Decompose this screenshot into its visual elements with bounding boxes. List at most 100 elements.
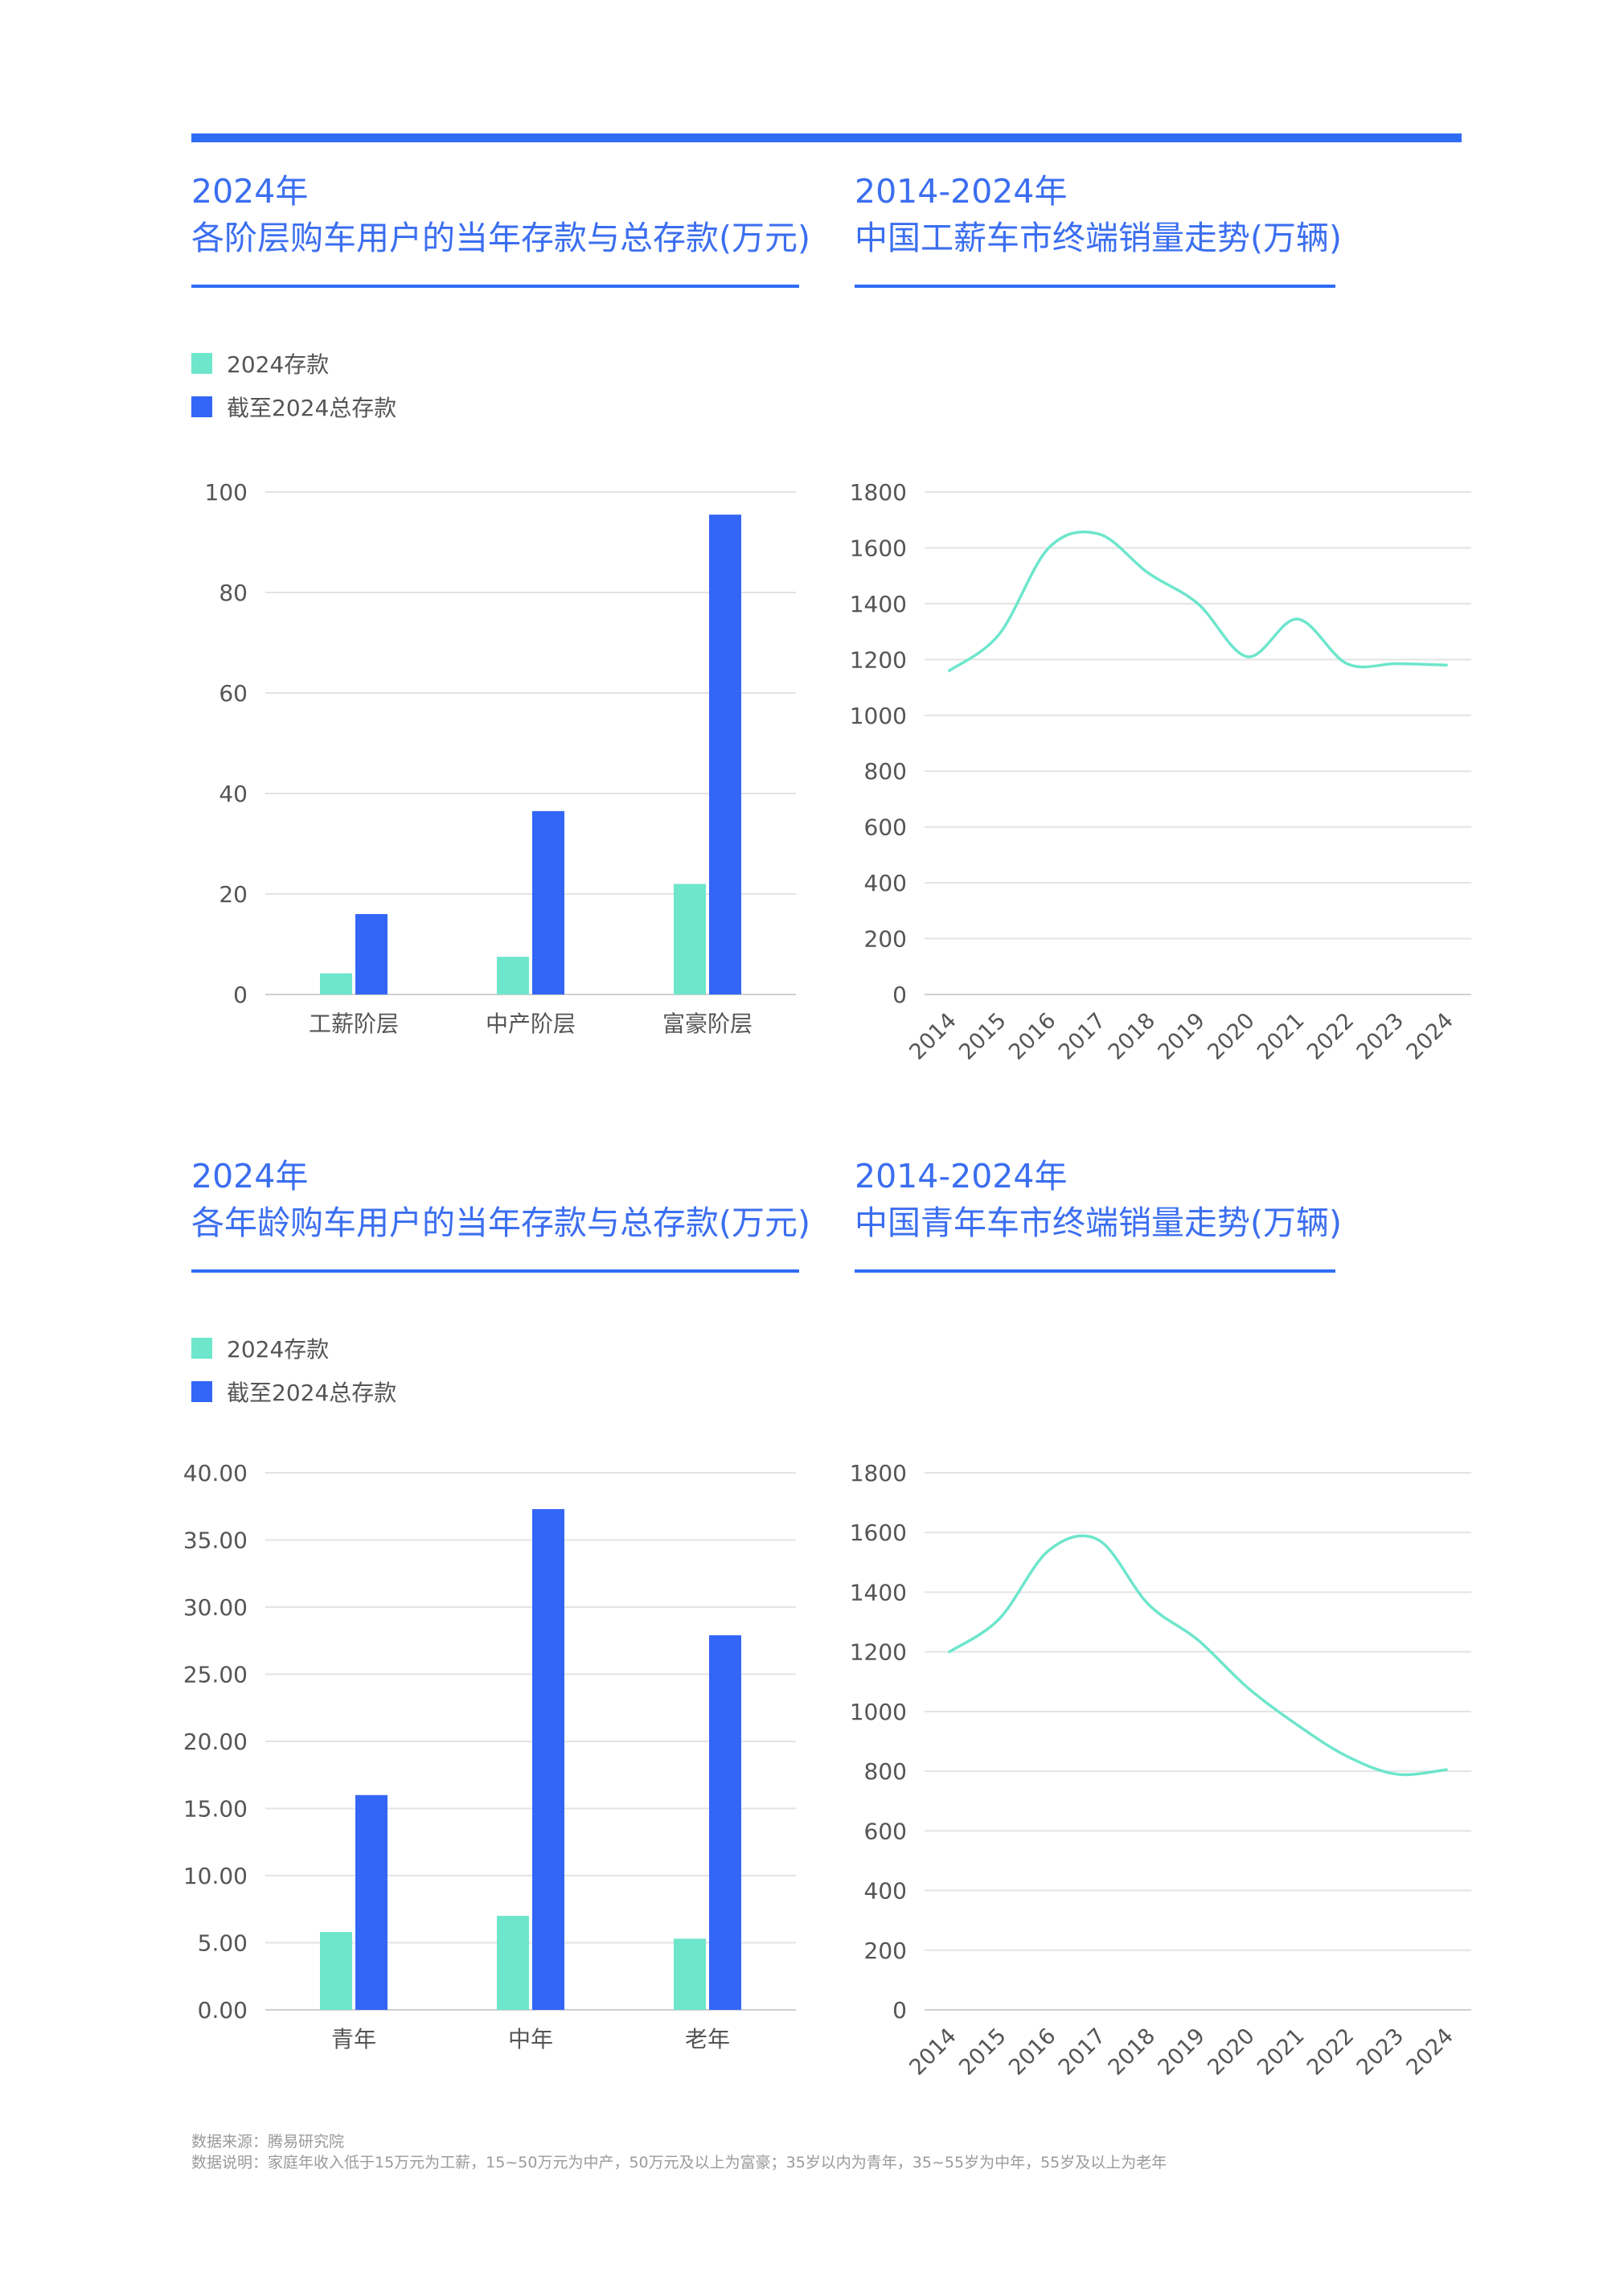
bar-chart-class-savings: 0 20 40 60 80 100 工薪阶层 中产阶层 富豪阶层 xyxy=(205,479,796,1037)
x-tick-label: 富豪阶层 xyxy=(662,1011,753,1037)
y-tick-label: 200 xyxy=(864,1938,907,1964)
y-tick-label: 30.00 xyxy=(183,1594,248,1621)
y-tick-label: 5.00 xyxy=(198,1930,248,1957)
panel-title-salary-sales: 2014-2024年 中国工薪车市终端销量走势(万辆) xyxy=(855,168,1342,261)
bar-2024-savings xyxy=(497,957,529,994)
x-tick-label: 2014 xyxy=(904,2024,962,2081)
y-tick-label: 800 xyxy=(864,1758,907,1785)
legend-label-2024: 2024存款 xyxy=(227,1336,330,1363)
line-chart-salary-sales: 0200400600800100012001400160018002014201… xyxy=(850,479,1471,1065)
legend-item: 截至2024总存款 xyxy=(191,385,396,429)
y-tick-label: 1400 xyxy=(850,591,907,617)
y-tick-label: 40.00 xyxy=(183,1460,248,1487)
panel-title-line1: 2024年 xyxy=(191,1157,309,1195)
panel-title-underline xyxy=(191,1269,799,1273)
bar-total-savings xyxy=(532,810,564,994)
panel-title-underline xyxy=(855,285,1335,288)
x-tick-label: 2019 xyxy=(1153,1008,1210,1065)
y-tick-label: 1000 xyxy=(850,1699,907,1725)
y-tick-label: 1000 xyxy=(850,703,907,729)
x-tick-label: 2020 xyxy=(1203,2024,1260,2081)
y-tick-label: 1200 xyxy=(850,1639,907,1666)
legend-label-2024: 2024存款 xyxy=(227,351,330,378)
x-tick-label: 2015 xyxy=(954,2024,1011,2081)
legend-item: 截至2024总存款 xyxy=(191,1370,396,1413)
y-tick-label: 0.00 xyxy=(198,1997,248,2024)
bar-total-savings xyxy=(709,515,741,994)
x-tick-label: 2019 xyxy=(1153,2024,1210,2081)
legend-swatch-2024 xyxy=(191,353,212,374)
x-tick-label: 工薪阶层 xyxy=(309,1011,399,1037)
x-tick-label: 2018 xyxy=(1104,1008,1161,1065)
y-tick-label: 1800 xyxy=(850,479,907,506)
x-tick-label: 中产阶层 xyxy=(486,1011,576,1037)
legend-label-total: 截至2024总存款 xyxy=(227,395,397,421)
y-tick-label: 60 xyxy=(219,680,248,707)
y-tick-label: 0 xyxy=(892,1997,907,2024)
x-tick-label: 2016 xyxy=(1004,1008,1061,1065)
y-tick-label: 80 xyxy=(219,580,248,606)
y-tick-label: 20.00 xyxy=(183,1728,248,1755)
panel-title-line1: 2014-2024年 xyxy=(855,172,1068,211)
x-tick-label: 2018 xyxy=(1104,2024,1161,2081)
y-tick-label: 400 xyxy=(864,870,907,896)
x-tick-label: 2024 xyxy=(1402,2024,1459,2081)
legend-swatch-total xyxy=(191,1381,212,1402)
y-tick-label: 600 xyxy=(864,814,907,841)
bar-total-savings xyxy=(532,1509,564,2010)
panel-title-line1: 2024年 xyxy=(191,172,309,211)
y-tick-label: 10.00 xyxy=(183,1863,248,1889)
top-accent-bar xyxy=(191,133,1462,142)
panel-title-line2: 各阶层购车用户的当年存款与总存款(万元) xyxy=(191,219,810,257)
y-tick-label: 20 xyxy=(219,881,248,908)
x-tick-label: 2023 xyxy=(1352,1008,1409,1065)
legend-item: 2024存款 xyxy=(191,1327,396,1370)
y-tick-label: 400 xyxy=(864,1878,907,1905)
panel-title-youth-sales: 2014-2024年 中国青年车市终端销量走势(万辆) xyxy=(855,1153,1342,1246)
y-tick-label: 40 xyxy=(219,781,248,807)
y-tick-label: 200 xyxy=(864,926,907,953)
panel-title-line2: 中国工薪车市终端销量走势(万辆) xyxy=(855,219,1342,257)
x-tick-label: 2022 xyxy=(1302,1008,1359,1065)
x-tick-label: 2022 xyxy=(1302,2024,1359,2081)
footnote-description: 数据说明：家庭年收入低于15万元为工薪，15~50万元为中产，50万元及以上为富… xyxy=(191,2154,1167,2171)
x-tick-label: 青年 xyxy=(331,2026,376,2052)
legend-swatch-total xyxy=(191,396,212,417)
footnote-source: 数据来源：腾易研究院 xyxy=(191,2133,345,2151)
panel-title-line2: 中国青年车市终端销量走势(万辆) xyxy=(855,1204,1342,1242)
series-line xyxy=(948,530,1448,672)
bar-2024-savings xyxy=(320,1932,352,2010)
x-tick-label: 2021 xyxy=(1253,2024,1310,2081)
panel-title-age-savings: 2024年 各年龄购车用户的当年存款与总存款(万元) xyxy=(191,1153,810,1246)
y-tick-label: 1400 xyxy=(850,1579,907,1605)
x-tick-label: 2023 xyxy=(1352,2024,1409,2081)
bar-2024-savings xyxy=(497,1916,529,2010)
bar-2024-savings xyxy=(674,1938,706,2010)
y-tick-label: 1200 xyxy=(850,646,907,673)
x-tick-label: 2017 xyxy=(1054,1008,1111,1065)
y-tick-label: 1600 xyxy=(850,1519,907,1546)
x-tick-label: 中年 xyxy=(508,2026,553,2052)
y-tick-label: 0 xyxy=(233,982,248,1008)
y-tick-label: 100 xyxy=(205,479,248,506)
x-tick-label: 2016 xyxy=(1004,2024,1061,2081)
legend-label-total: 截至2024总存款 xyxy=(227,1380,397,1406)
x-tick-label: 老年 xyxy=(685,2026,730,2052)
y-tick-label: 35.00 xyxy=(183,1528,248,1554)
y-tick-label: 1600 xyxy=(850,535,907,561)
bar-2024-savings xyxy=(320,973,352,994)
line-chart-youth-sales: 0200400600800100012001400160018002014201… xyxy=(850,1460,1471,2081)
panel-title-class-savings: 2024年 各阶层购车用户的当年存款与总存款(万元) xyxy=(191,168,810,261)
x-tick-label: 2017 xyxy=(1054,2024,1111,2081)
legend-class-chart: 2024存款 截至2024总存款 xyxy=(191,342,396,429)
legend-swatch-2024 xyxy=(191,1338,212,1359)
y-tick-label: 0 xyxy=(892,982,907,1008)
bar-total-savings xyxy=(355,1794,388,2010)
panel-title-underline xyxy=(855,1269,1335,1273)
y-tick-label: 1800 xyxy=(850,1460,907,1487)
bar-chart-age-savings: 0.00 5.00 10.00 15.00 20.00 25.00 30.00 35.00 40… xyxy=(183,1460,796,2052)
bar-total-savings xyxy=(709,1635,741,2010)
panel-title-underline xyxy=(191,285,799,288)
x-tick-label: 2015 xyxy=(954,1008,1011,1065)
series-line xyxy=(948,1534,1448,1777)
